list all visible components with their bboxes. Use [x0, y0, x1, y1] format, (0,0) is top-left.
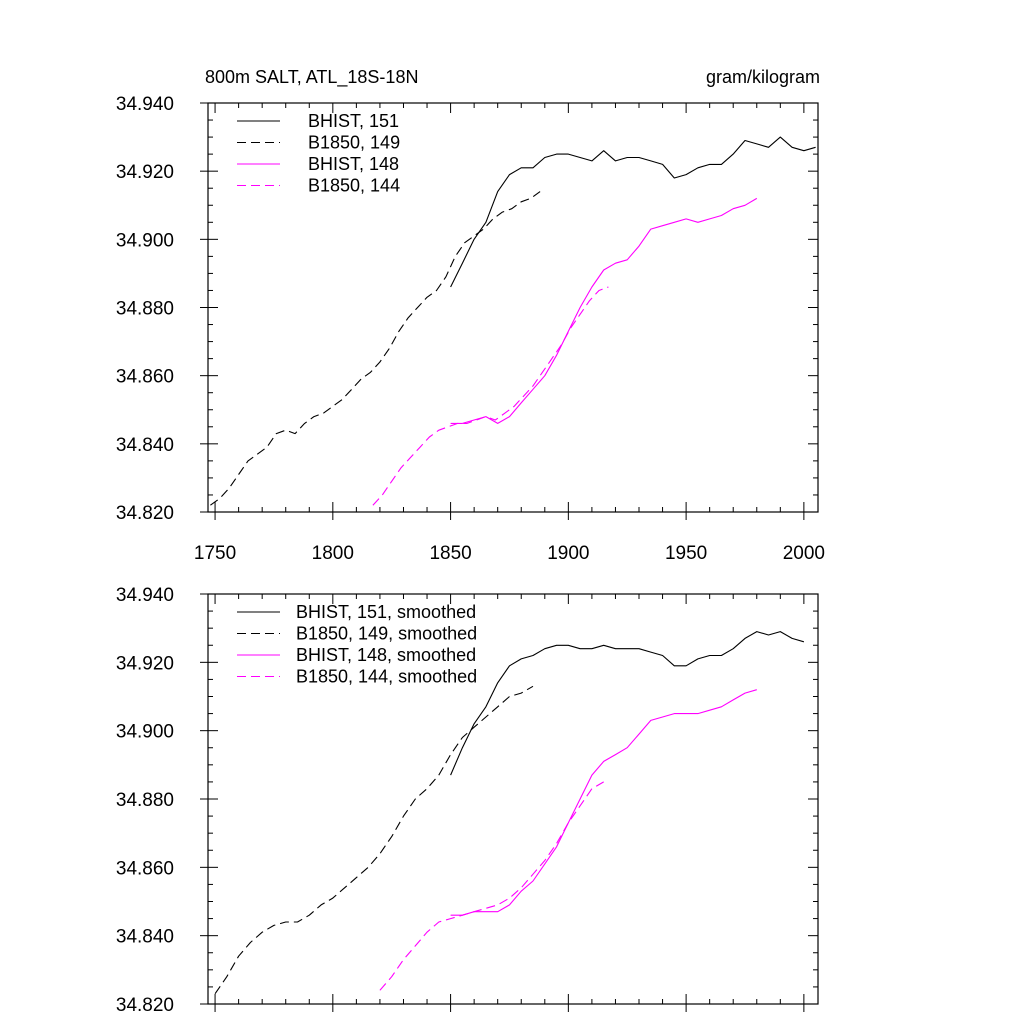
y-tick-label: 34.860: [116, 367, 174, 388]
chart-title: 800m SALT, ATL_18S-18N: [205, 67, 418, 88]
top-panel-ticks: [200, 102, 818, 520]
y-tick-label: 34.840: [116, 927, 174, 948]
series-line-b1850-144: [372, 286, 609, 506]
y-tick-label: 34.840: [116, 435, 174, 456]
top-panel-tick-labels: 1750 1800 1850 1900 1950 2000 34.820 34.840 34.8…: [116, 94, 825, 564]
x-tick-label: 1950: [665, 543, 707, 564]
series-line-bhist-148-smoothed: [450, 689, 757, 916]
y-tick-label: 34.900: [116, 230, 174, 251]
bottom-panel-tick-labels: 34.820 34.840 34.860 34.880 34.900 34.920 34.9…: [116, 585, 174, 1016]
top-panel: 800m SALT, ATL_18S-18N gram/kilogram 175…: [116, 67, 825, 564]
y-tick-label: 34.880: [116, 299, 174, 320]
legend-label: BHIST, 151: [308, 111, 399, 131]
top-panel-frame: [207, 102, 819, 513]
y-tick-label: 34.880: [116, 790, 174, 811]
bottom-panel-ticks: [200, 593, 818, 1012]
bottom-panel-series: [214, 631, 805, 995]
x-tick-label: 1900: [547, 543, 589, 564]
y-tick-label: 34.860: [116, 858, 174, 879]
y-tick-label: 34.900: [116, 722, 174, 743]
bottom-panel: 34.820 34.840 34.860 34.880 34.900 34.920 34.9…: [116, 585, 819, 1016]
series-line-bhist-151: [450, 136, 816, 288]
y-tick-label: 34.940: [116, 94, 174, 115]
legend-label: BHIST, 148: [308, 154, 399, 174]
y-tick-label: 34.920: [116, 653, 174, 674]
bottom-panel-frame: [207, 593, 819, 1005]
y-tick-label: 34.820: [116, 503, 174, 524]
y-tick-label: 34.940: [116, 585, 174, 606]
legend-label: B1850, 149, smoothed: [296, 624, 477, 644]
units-label: gram/kilogram: [706, 67, 820, 87]
x-tick-label: 1800: [312, 543, 354, 564]
top-panel-series: [210, 136, 816, 506]
legend-label: B1850, 149: [308, 133, 400, 153]
series-line-b1850-144-smoothed: [379, 781, 604, 991]
x-tick-label: 1750: [194, 543, 236, 564]
legend-label: BHIST, 151, smoothed: [296, 602, 476, 622]
series-line-bhist-148: [450, 197, 758, 424]
legend-label: B1850, 144: [308, 176, 400, 196]
x-tick-label: 1850: [429, 543, 471, 564]
legend-label: B1850, 144, smoothed: [296, 667, 477, 687]
series-line-b1850-149-smoothed: [214, 685, 534, 995]
legend-label: BHIST, 148, smoothed: [296, 645, 476, 665]
x-tick-label: 2000: [783, 543, 825, 564]
y-tick-label: 34.820: [116, 995, 174, 1016]
series-line-b1850-149: [210, 191, 541, 506]
series-line-bhist-151-smoothed: [450, 631, 805, 776]
y-tick-label: 34.920: [116, 162, 174, 183]
